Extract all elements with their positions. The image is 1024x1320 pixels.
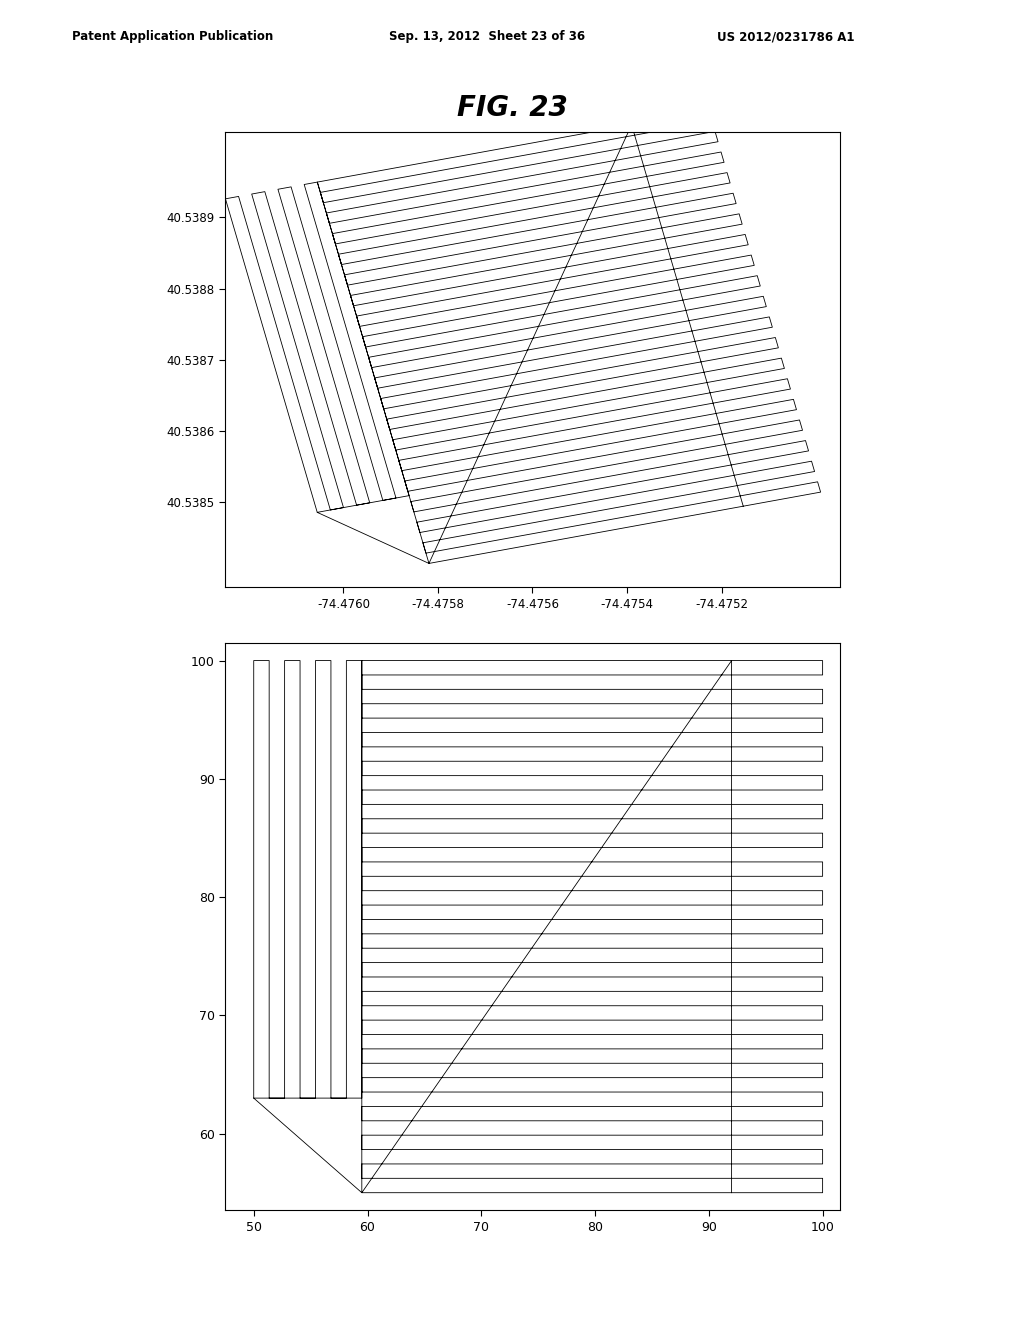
Text: FIG. 23: FIG. 23 — [457, 94, 567, 123]
Text: US 2012/0231786 A1: US 2012/0231786 A1 — [717, 30, 854, 44]
Text: Sep. 13, 2012  Sheet 23 of 36: Sep. 13, 2012 Sheet 23 of 36 — [389, 30, 586, 44]
Text: Patent Application Publication: Patent Application Publication — [72, 30, 273, 44]
